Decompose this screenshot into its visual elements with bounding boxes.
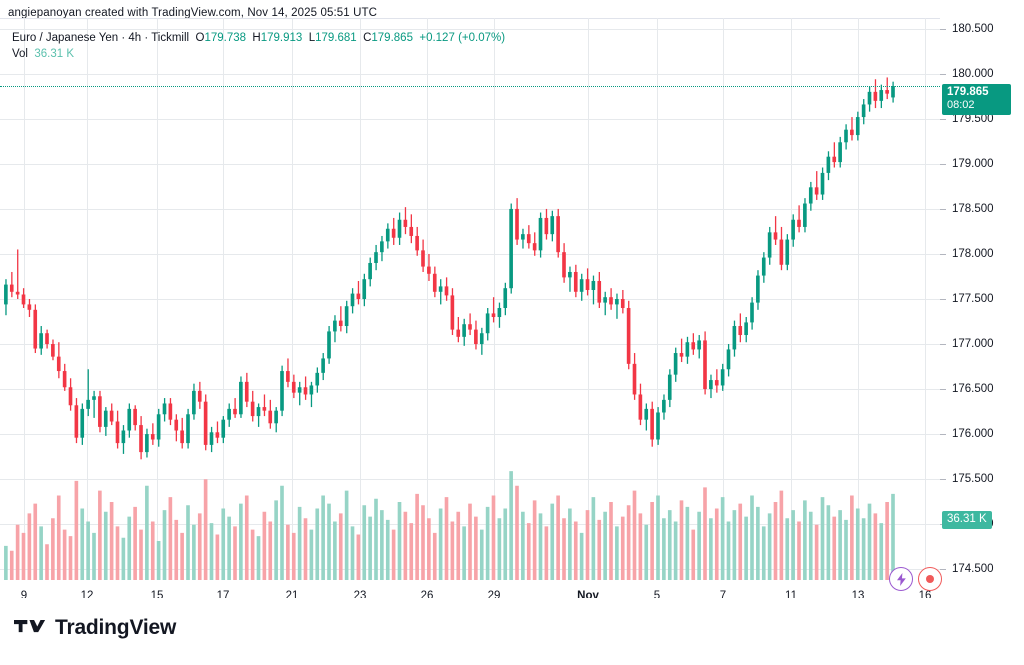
gridline-horizontal (0, 73, 940, 75)
price-axis-label: 177.500 (952, 293, 994, 305)
gridline-vertical (87, 18, 88, 580)
price-axis-tick (940, 434, 946, 436)
time-axis-label: 11 (785, 590, 797, 602)
price-axis-tick (940, 569, 946, 571)
gridline-horizontal (0, 208, 940, 210)
current-price-line (0, 86, 940, 87)
gridline-vertical (858, 18, 859, 580)
price-axis-tick (940, 118, 946, 120)
gridline-vertical (427, 18, 428, 580)
gridline-horizontal (0, 118, 940, 120)
gridline-horizontal (0, 254, 940, 255)
price-axis-tick (940, 73, 946, 75)
price-axis[interactable]: 179.865 08:02 36.31 K 180.500 180.000 179.… (940, 18, 1024, 598)
price-axis-tick (940, 208, 946, 210)
gridline-vertical (157, 18, 158, 580)
price-axis-label: 174.500 (952, 563, 994, 576)
gridline-horizontal (0, 163, 940, 165)
gridline-vertical (223, 18, 224, 580)
price-axis-tick (940, 254, 946, 255)
gridline-vertical (723, 18, 724, 580)
chart-pane: 179.865 08:02 36.31 K 180.500 180.000 179.… (0, 18, 1024, 616)
candlestick-series (4, 77, 895, 580)
price-axis-label: 179.500 (952, 112, 994, 125)
current-price-badge[interactable]: 179.865 08:02 (942, 83, 1011, 115)
price-axis-label: 177.000 (952, 338, 994, 350)
price-axis-tick (940, 344, 946, 345)
price-axis-tick (940, 479, 946, 481)
time-axis-label: 7 (719, 590, 727, 602)
gridline-vertical (588, 18, 589, 580)
price-axis-label: 179.000 (952, 157, 994, 170)
gridline-vertical (494, 18, 495, 580)
volume-bars (4, 471, 895, 580)
price-axis-label: 180.500 (952, 22, 994, 35)
price-axis-label: 175.500 (952, 473, 994, 486)
gridline-horizontal (0, 479, 940, 481)
gridline-horizontal (0, 299, 940, 300)
candles (4, 77, 895, 460)
record-button[interactable] (918, 567, 942, 591)
tradingview-mark-icon (14, 619, 46, 632)
volume-badge[interactable]: 36.31 K (942, 510, 992, 529)
price-axis-label: 178.500 (952, 202, 994, 215)
gridline-vertical (925, 18, 926, 580)
time-axis-label: 9 (20, 590, 28, 602)
attribution-text: angiepanoyan created with TradingView.co… (8, 7, 378, 19)
gridline-vertical (292, 18, 293, 580)
price-axis-tick (940, 163, 946, 165)
gridline-horizontal (0, 344, 940, 345)
price-axis-label: 178.000 (952, 248, 994, 260)
replay-button[interactable] (889, 567, 913, 591)
plot-area[interactable] (0, 18, 940, 580)
price-axis-label: 176.500 (952, 383, 994, 396)
pane-top-border (0, 18, 1024, 19)
gridline-horizontal (0, 28, 940, 30)
price-axis-label: 180.000 (952, 67, 994, 80)
current-price-value: 179.865 (947, 85, 989, 98)
record-icon (926, 575, 934, 583)
price-axis-tick (940, 389, 946, 391)
lightning-icon (896, 572, 906, 586)
time-axis-label: 5 (653, 590, 661, 602)
gridline-horizontal (0, 389, 940, 391)
price-axis-label: 176.000 (952, 428, 994, 441)
gridline-horizontal (0, 434, 940, 436)
price-axis-tick (940, 28, 946, 30)
gridline-vertical (791, 18, 792, 580)
tradingview-logo: TradingView (14, 616, 176, 640)
footer: TradingView (0, 598, 1024, 665)
gridline-vertical (657, 18, 658, 580)
current-price-time: 08:02 (947, 98, 975, 111)
tradingview-brand-text: TradingView (55, 616, 177, 639)
gridline-vertical (360, 18, 361, 580)
price-axis-tick (940, 299, 946, 300)
